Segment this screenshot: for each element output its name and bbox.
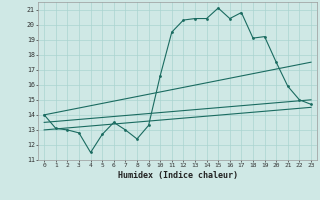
X-axis label: Humidex (Indice chaleur): Humidex (Indice chaleur) <box>118 171 238 180</box>
